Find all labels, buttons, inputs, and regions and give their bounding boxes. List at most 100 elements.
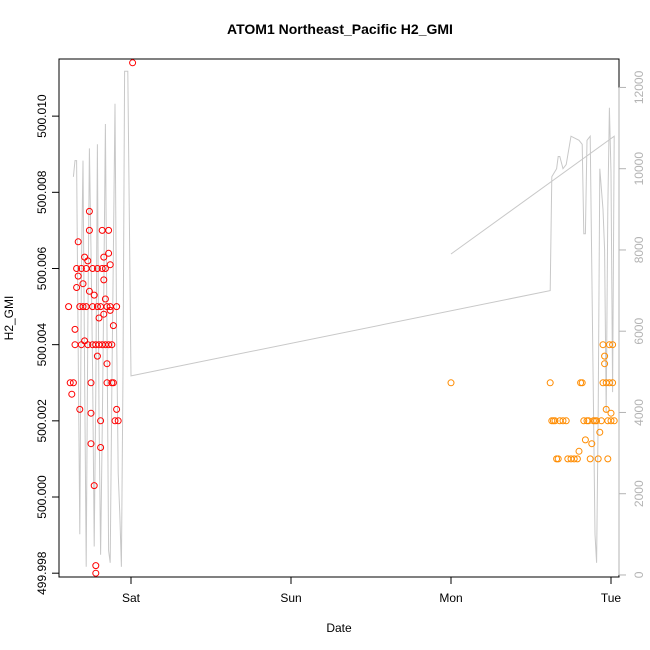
y-tick-label-0: 499.998 bbox=[35, 551, 49, 595]
scatter-point-s0-40 bbox=[95, 314, 103, 322]
scatter-point-s1-43 bbox=[610, 417, 618, 425]
scatter-point-s1-32 bbox=[601, 360, 609, 368]
scatter-point-s1-0 bbox=[447, 379, 455, 387]
scatter-point-s1-4 bbox=[551, 417, 559, 425]
line-layer bbox=[72, 70, 615, 567]
scatter-point-s1-22 bbox=[588, 440, 596, 448]
scatter-point-s0-2 bbox=[68, 390, 76, 398]
scatter-point-s1-25 bbox=[593, 417, 601, 425]
scatter-point-s0-28 bbox=[89, 303, 97, 311]
scatter-point-s0-67 bbox=[113, 303, 121, 311]
y2-tick-label-3: 6000 bbox=[632, 318, 646, 345]
scatter-point-s1-9 bbox=[562, 417, 570, 425]
x-axis-label: Date bbox=[326, 621, 352, 635]
scatter-point-s1-40 bbox=[607, 409, 615, 417]
scatter-point-s0-27 bbox=[87, 379, 95, 387]
scatter-point-s0-45 bbox=[98, 265, 106, 272]
y2-tick-label-6: 12000 bbox=[632, 70, 646, 104]
scatter-point-s1-31 bbox=[601, 352, 609, 360]
scatter-point-s0-34 bbox=[92, 562, 100, 570]
scatter-point-s0-14 bbox=[79, 280, 87, 288]
points-layer bbox=[65, 59, 618, 577]
scatter-point-s0-47 bbox=[100, 276, 108, 284]
scatter-point-s0-13 bbox=[77, 265, 85, 272]
scatter-point-s0-51 bbox=[101, 265, 109, 272]
scatter-point-s0-64 bbox=[109, 322, 117, 330]
scatter-point-s0-7 bbox=[73, 265, 81, 272]
scatter-point-s1-16 bbox=[578, 379, 586, 387]
scatter-point-s0-4 bbox=[71, 341, 79, 349]
scatter-point-s1-18 bbox=[581, 436, 589, 444]
y-axis-label: H2_GMI bbox=[2, 296, 16, 341]
scatter-point-s0-24 bbox=[85, 287, 93, 295]
y-tick-label-6: 500.010 bbox=[35, 94, 49, 138]
scatter-point-s0-58 bbox=[105, 226, 113, 234]
scatter-point-s0-17 bbox=[81, 253, 89, 261]
scatter-point-s0-1 bbox=[66, 379, 74, 387]
scatter-point-s0-66 bbox=[111, 417, 119, 425]
scatter-point-s0-20 bbox=[84, 341, 92, 349]
scatter-point-s0-8 bbox=[74, 238, 82, 246]
scatter-point-s1-1 bbox=[546, 379, 554, 387]
y-axis: 499.998 500.000 500.002 500.004 500.006 500.0… bbox=[35, 94, 60, 595]
scatter-point-s1-41 bbox=[609, 341, 617, 349]
scatter-point-s1-27 bbox=[596, 428, 604, 436]
y-tick-label-2: 500.002 bbox=[35, 399, 49, 443]
scatter-point-s0-15 bbox=[79, 303, 87, 311]
scatter-point-s0-23 bbox=[85, 226, 93, 234]
scatter-point-s0-31 bbox=[90, 291, 98, 299]
scatter-point-s0-26 bbox=[87, 409, 95, 417]
scatter-point-s0-37 bbox=[93, 303, 101, 311]
scatter-point-s0-38 bbox=[93, 265, 101, 272]
scatter-point-s0-48 bbox=[100, 253, 108, 261]
scatter-point-s0-65 bbox=[109, 379, 117, 387]
scatter-point-s1-12 bbox=[570, 455, 578, 463]
scatter-point-s0-49 bbox=[100, 310, 108, 318]
y2-tick-label-4: 8000 bbox=[632, 236, 646, 263]
y2-tick-label-5: 10000 bbox=[632, 152, 646, 186]
scatter-point-s0-9 bbox=[74, 272, 82, 280]
scatter-point-s0-52 bbox=[101, 295, 109, 303]
scatter-point-s0-54 bbox=[103, 360, 111, 368]
scatter-point-s0-69 bbox=[114, 417, 122, 425]
scatter-point-s0-57 bbox=[105, 249, 113, 257]
scatter-point-s1-35 bbox=[604, 455, 612, 463]
chart-title: ATOM1 Northeast_Pacific H2_GMI bbox=[227, 21, 453, 37]
x-tick-label-0: Sat bbox=[122, 591, 141, 605]
y-tick-label-1: 500.000 bbox=[35, 475, 49, 519]
plot-frame bbox=[58, 58, 620, 578]
grey-line-series bbox=[72, 70, 615, 567]
scatter-point-s1-17 bbox=[580, 417, 588, 425]
scatter-point-s0-0 bbox=[65, 303, 73, 311]
scatter-point-s0-68 bbox=[113, 405, 121, 413]
scatter-point-s0-5 bbox=[71, 325, 79, 333]
scatter-point-s0-56 bbox=[105, 341, 113, 349]
x-tick-label-2: Mon bbox=[439, 591, 462, 605]
scatter-point-s1-34 bbox=[602, 405, 610, 413]
y-tick-label-5: 500.008 bbox=[35, 170, 49, 214]
scatter-point-s1-14 bbox=[575, 447, 583, 455]
y2-tick-label-2: 4000 bbox=[632, 399, 646, 426]
y-tick-label-3: 500.004 bbox=[35, 323, 49, 367]
x-tick-label-3: Tue bbox=[601, 591, 622, 605]
scatter-point-s0-36 bbox=[93, 352, 101, 360]
scatter-point-s1-42 bbox=[609, 379, 617, 387]
scatter-point-s0-42 bbox=[97, 444, 105, 451]
scatter-point-s0-25 bbox=[87, 440, 95, 448]
scatter-point-s0-32 bbox=[90, 482, 98, 490]
scatter-point-s0-10 bbox=[76, 405, 84, 413]
scatter-point-s1-37 bbox=[605, 341, 613, 349]
scatter-point-s0-61 bbox=[106, 306, 114, 314]
scatter-point-s0-63 bbox=[108, 341, 116, 349]
scatter-point-s1-38 bbox=[605, 379, 613, 387]
scatter-point-s0-43 bbox=[97, 417, 105, 425]
scatter-point-s0-70 bbox=[129, 59, 137, 67]
scatter-point-s0-22 bbox=[85, 207, 93, 215]
y-tick-label-4: 500.006 bbox=[35, 246, 49, 290]
scatter-point-s1-6 bbox=[554, 455, 562, 463]
scatter-point-s0-3 bbox=[69, 379, 77, 387]
y2-axis: 0 2000 4000 6000 8000 10000 12000 bbox=[618, 70, 646, 578]
scatter-point-s1-26 bbox=[594, 455, 602, 463]
scatter-point-s1-8 bbox=[559, 417, 567, 425]
